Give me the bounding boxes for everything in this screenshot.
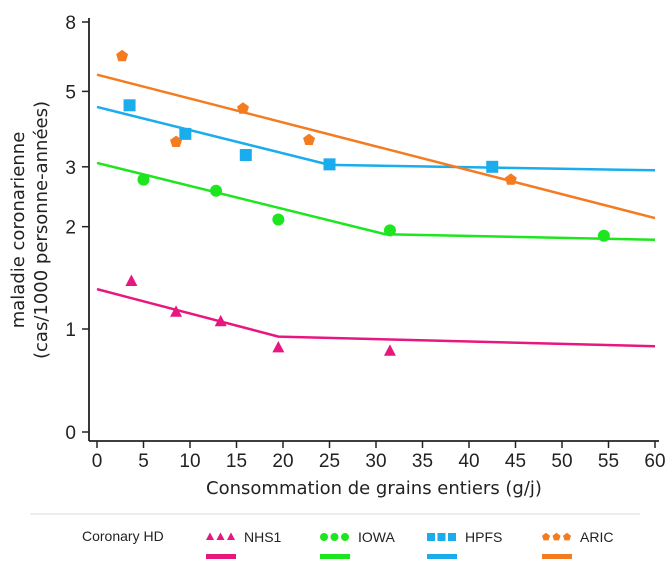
legend-label-aric: ARIC (580, 529, 613, 545)
data-point-hpfs (323, 158, 336, 171)
fit-line-nhs1 (96, 287, 656, 348)
y-ticks: 0 1 2 3 5 8 (65, 13, 89, 444)
legend-label-nhs1: NHS1 (244, 529, 282, 545)
x-tick-label: 20 (272, 451, 293, 472)
legend-marker-nhs1 (227, 532, 235, 540)
axes (88, 18, 659, 442)
x-tick-label: 55 (598, 451, 619, 472)
y-tick-label: 0 (65, 423, 76, 444)
legend-line-hpfs (427, 554, 457, 559)
x-tick-label: 45 (505, 451, 526, 472)
y-tick-label: 3 (65, 158, 76, 179)
data-point-aric (170, 135, 183, 148)
data-point-nhs1 (214, 314, 227, 327)
x-tick-label: 60 (644, 451, 665, 472)
x-tick-label: 50 (551, 451, 572, 472)
data-point-hpfs (179, 127, 192, 140)
legend-line-aric (542, 554, 572, 559)
data-point-nhs1 (383, 344, 396, 356)
legend-items: NHS1 IOWA HPFS ARIC (206, 529, 613, 559)
data-point-iowa (597, 229, 610, 242)
y-tick-label: 5 (65, 82, 76, 103)
x-tick-label: 5 (138, 451, 149, 472)
legend-marker-iowa (320, 533, 328, 541)
data-point-aric (504, 173, 517, 185)
data-point-nhs1 (272, 340, 285, 353)
y-axis-title-line1: maladie coronarienne (8, 132, 29, 329)
legend-marker-iowa (341, 533, 349, 541)
data-point-iowa (383, 224, 396, 237)
data-point-hpfs (486, 160, 499, 173)
data-point-nhs1 (170, 305, 183, 317)
fit-line-aric (96, 73, 656, 220)
data-point-iowa (137, 173, 150, 186)
data-point-aric (116, 49, 129, 62)
legend-label-hpfs: HPFS (465, 529, 502, 545)
data-point-hpfs (239, 148, 252, 161)
x-axis-title: Consommation de grains entiers (g/j) (206, 478, 542, 499)
data-point-aric (303, 133, 316, 145)
x-ticks: 0 5 10 15 20 25 30 35 40 45 50 55 60 (92, 441, 666, 472)
data-markers (116, 49, 610, 356)
data-point-aric (237, 102, 250, 114)
fit-lines (96, 73, 656, 348)
x-tick-label: 40 (458, 451, 479, 472)
y-tick-label: 8 (65, 13, 76, 34)
data-point-hpfs (123, 99, 136, 112)
legend-marker-nhs1 (216, 532, 225, 540)
legend: Coronary HD NHS1 IOWA HPFS ARIC (30, 513, 640, 559)
legend-marker-aric (542, 532, 550, 541)
legend-marker-hpfs (427, 533, 435, 541)
legend-line-iowa (320, 554, 350, 559)
x-tick-label: 10 (179, 451, 200, 472)
legend-title: Coronary HD (82, 528, 164, 544)
data-point-iowa (272, 213, 285, 226)
legend-marker-hpfs (448, 533, 456, 541)
fit-line-iowa (96, 161, 656, 242)
x-tick-label: 30 (365, 451, 386, 472)
legend-label-iowa: IOWA (358, 529, 395, 545)
x-tick-label: 35 (412, 451, 433, 472)
y-axis-title-line2: (cas/1000 personne-années) (31, 101, 52, 359)
data-point-nhs1 (125, 274, 138, 286)
legend-marker-nhs1 (206, 532, 214, 540)
x-tick-label: 15 (226, 451, 247, 472)
x-tick-label: 25 (319, 451, 340, 472)
y-tick-label: 2 (65, 218, 76, 239)
x-tick-label: 0 (92, 451, 103, 472)
data-point-iowa (210, 184, 223, 197)
y-tick-label: 1 (65, 320, 76, 341)
legend-line-nhs1 (206, 554, 236, 559)
legend-marker-hpfs (437, 533, 446, 541)
legend-marker-aric (552, 532, 561, 541)
legend-marker-iowa (330, 533, 339, 541)
legend-marker-aric (563, 532, 571, 541)
